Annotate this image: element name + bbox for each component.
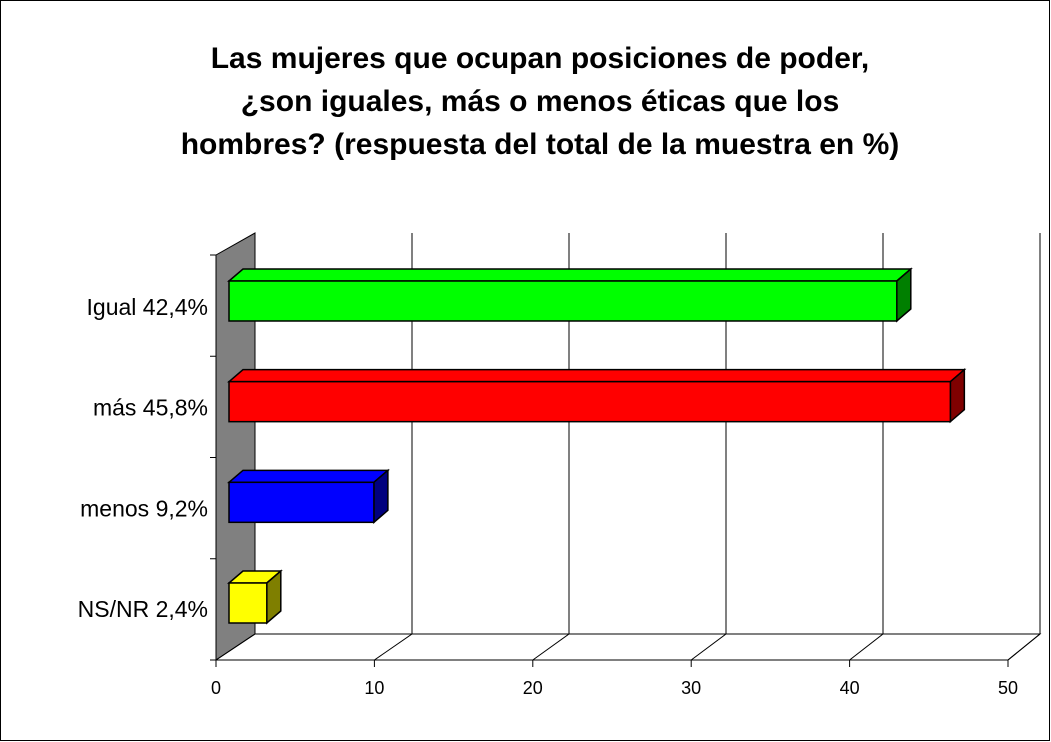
floor-grid-line	[532, 633, 570, 661]
x-tick-label: 10	[364, 678, 384, 698]
y-tick-label: NS/NR 2,4%	[78, 596, 208, 622]
chart-title: hombres? (respuesta del total de la mues…	[181, 128, 900, 161]
bar-top	[226, 368, 967, 383]
y-tick-label: menos 9,2%	[80, 495, 208, 521]
floor-grid-line	[374, 633, 413, 661]
y-tick-label: más 45,8%	[93, 395, 208, 421]
y-tick-label: Igual 42,4%	[87, 294, 208, 320]
x-tick-label: 40	[840, 678, 860, 698]
x-tick-label: 20	[523, 678, 543, 698]
bar-top	[226, 469, 390, 484]
bar	[228, 582, 268, 624]
bar	[228, 481, 375, 524]
x-tick-label: 0	[211, 678, 221, 698]
floor-grid-line	[849, 633, 884, 661]
chart-title: Las mujeres que ocupan posiciones de pod…	[211, 42, 870, 75]
chart-title: ¿son iguales, más o menos éticas que los	[241, 85, 840, 118]
bar	[228, 380, 952, 423]
floor-grid-line	[1007, 633, 1041, 661]
x-tick-label: 50	[998, 678, 1018, 698]
bar-top	[226, 268, 913, 282]
floor-grid-line	[690, 633, 727, 661]
floor-grid-line	[215, 633, 256, 661]
x-tick-label: 30	[681, 678, 701, 698]
bar	[228, 280, 898, 322]
floor	[214, 633, 1042, 661]
